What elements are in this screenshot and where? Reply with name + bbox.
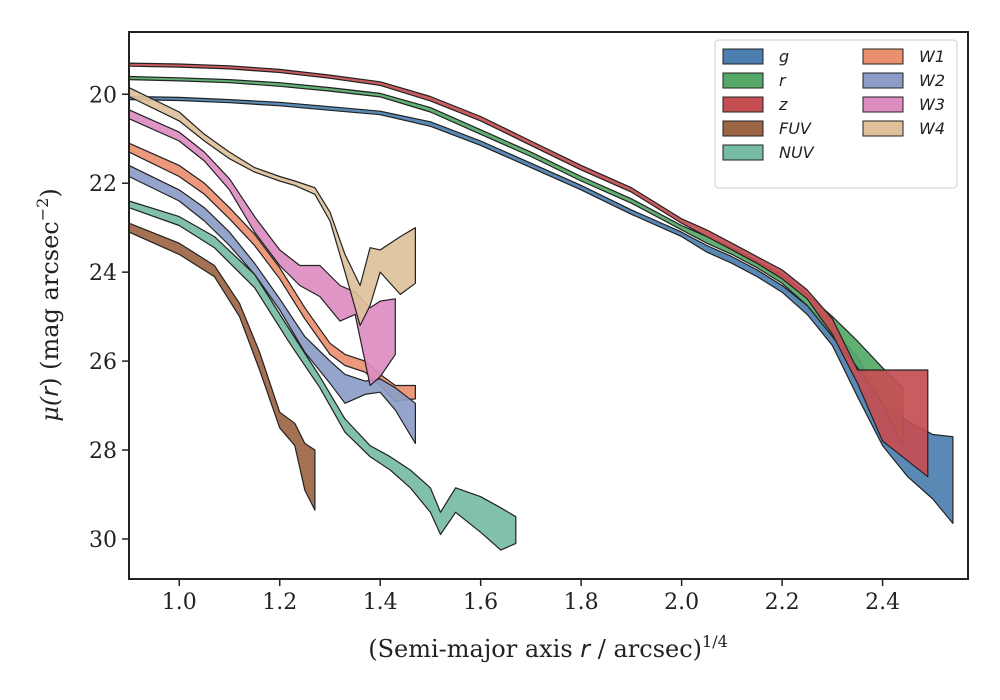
x-tick-label: 1.0 xyxy=(162,590,197,615)
legend-label-nuv: NUV xyxy=(779,143,815,162)
y-axis-label: μ(r) (mag arcsec−2) xyxy=(33,188,64,421)
band-w1 xyxy=(128,142,416,402)
legend-swatch-z xyxy=(722,96,764,113)
legend-swatch-nuv xyxy=(722,144,764,161)
x-tick-label: 2.4 xyxy=(865,590,900,615)
legend-swatch-r xyxy=(722,72,764,89)
x-tick-label: 2.2 xyxy=(765,590,800,615)
legend-label-w4: W4 xyxy=(919,119,945,138)
legend-label-fuv: FUV xyxy=(779,119,812,138)
y-tick-label: 30 xyxy=(89,528,117,553)
legend-swatch-w3 xyxy=(862,96,904,113)
band-w4 xyxy=(128,86,416,327)
band-nuv xyxy=(128,200,517,551)
plot-frame xyxy=(128,31,969,580)
legend: grz FUV NUV W1 W2 W3 W4 xyxy=(714,39,958,189)
band-g xyxy=(128,95,954,525)
y-tick-label: 20 xyxy=(89,83,117,108)
x-tick-label: 1.4 xyxy=(363,590,398,615)
legend-label-w3: W3 xyxy=(919,95,945,114)
band-areas xyxy=(128,62,954,551)
x-tick-label: 1.6 xyxy=(463,590,498,615)
x-axis-ticks: 1.0 1.2 1.4 1.6 1.8 2.0 2.2 2.4 xyxy=(162,579,900,615)
y-tick-label: 28 xyxy=(89,439,117,464)
legend-swatch-w2 xyxy=(862,72,904,89)
legend-label-g: g xyxy=(779,47,789,66)
legend-swatch-w1 xyxy=(862,48,904,65)
y-tick-label: 24 xyxy=(89,261,117,286)
y-tick-label: 22 xyxy=(89,172,117,197)
legend-label-r: r xyxy=(779,71,787,90)
legend-label-w2: W2 xyxy=(919,71,945,90)
legend-label-z: z xyxy=(778,95,788,114)
x-tick-label: 1.2 xyxy=(262,590,297,615)
x-axis-label: (Semi-major axis r / arcsec)1/4 xyxy=(368,632,728,663)
band-w3 xyxy=(128,109,396,387)
y-tick-label: 26 xyxy=(89,350,117,375)
legend-label-w1: W1 xyxy=(919,47,945,66)
band-w2 xyxy=(128,164,416,444)
legend-swatch-fuv xyxy=(722,120,764,137)
x-tick-label: 2.0 xyxy=(664,590,699,615)
legend-swatch-w4 xyxy=(862,120,904,137)
legend-swatch-g xyxy=(722,48,764,65)
band-z xyxy=(128,62,929,478)
y-axis-ticks: 20 22 24 26 28 30 xyxy=(89,83,129,553)
x-tick-label: 1.8 xyxy=(564,590,599,615)
band-fuv xyxy=(128,222,316,511)
